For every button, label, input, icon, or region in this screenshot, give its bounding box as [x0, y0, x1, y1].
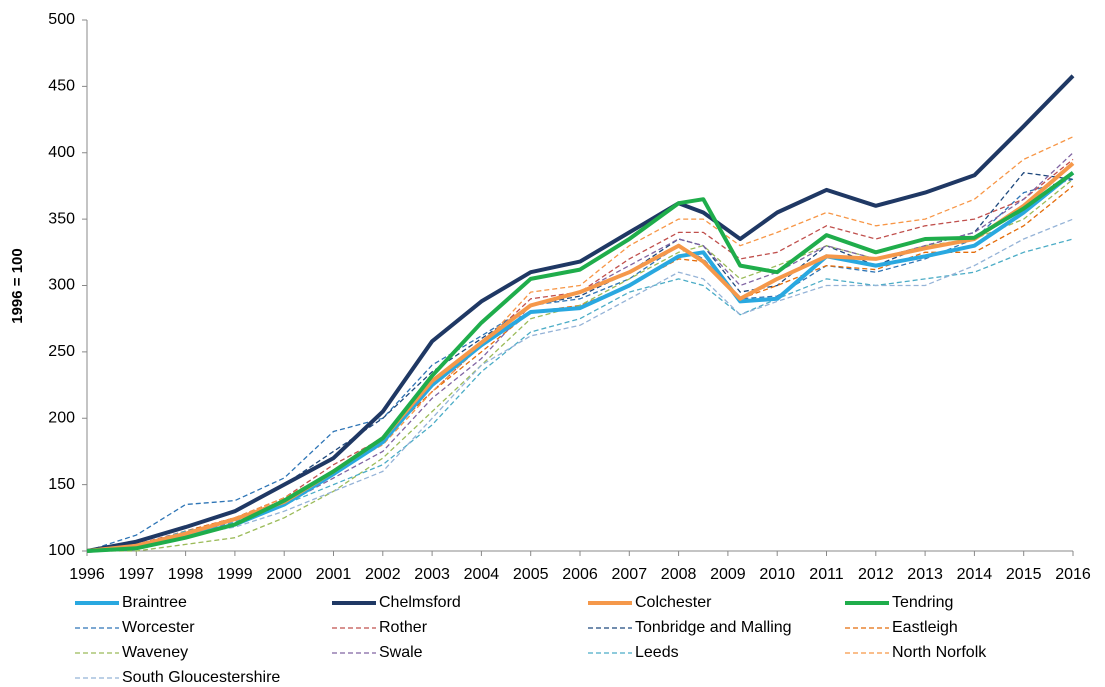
legend-label: Leeds [635, 644, 679, 661]
x-tick-label: 2015 [1006, 566, 1042, 583]
legend-label: Chelmsford [379, 594, 461, 611]
x-tick-label: 1999 [217, 566, 253, 583]
x-tick-label: 2001 [316, 566, 352, 583]
y-tick-label: 500 [48, 11, 75, 28]
legend-label: Eastleigh [892, 619, 958, 636]
legend-label: Colchester [635, 594, 712, 611]
x-tick-label: 2000 [266, 566, 302, 583]
legend-label: Swale [379, 644, 423, 661]
series-line [86, 161, 1075, 553]
x-tick-label: 2014 [957, 566, 993, 583]
x-tick-label: 2005 [513, 566, 549, 583]
x-tick-label: 2002 [365, 566, 401, 583]
x-tick-label: 2003 [414, 566, 450, 583]
series-line [86, 218, 1074, 552]
legend-label: Tonbridge and Malling [635, 619, 792, 636]
y-axis-label: 1996 = 100 [9, 248, 26, 324]
legend-label: Waveney [122, 644, 188, 661]
legend-label: Tendring [892, 594, 953, 611]
legend-label: North Norfolk [892, 644, 987, 661]
legend-label: Worcester [122, 619, 195, 636]
series-line [86, 171, 1075, 553]
x-tick-label: 2004 [464, 566, 500, 583]
y-tick-label: 350 [48, 210, 75, 227]
series-line [87, 178, 1074, 552]
x-tick-label: 2009 [710, 566, 746, 583]
series-line [86, 171, 1075, 553]
legend-label: South Gloucestershire [122, 669, 280, 686]
x-tick-label: 2011 [809, 566, 844, 583]
y-tick-label: 250 [48, 343, 75, 360]
series-line [86, 158, 1074, 552]
y-tick-label: 100 [48, 542, 75, 559]
y-tick-label: 200 [48, 409, 75, 426]
x-tick-label: 1998 [168, 566, 204, 583]
series-line [86, 172, 1074, 552]
series-line [86, 178, 1074, 552]
x-tick-label: 2016 [1055, 566, 1091, 583]
series-line [86, 74, 1075, 553]
y-tick-label: 300 [48, 277, 75, 294]
x-tick-label: 2006 [562, 566, 598, 583]
series-line [86, 152, 1074, 552]
legend-label: Rother [379, 619, 428, 636]
y-tick-label: 400 [48, 144, 75, 161]
x-tick-label: 2013 [907, 566, 943, 583]
x-tick-label: 1996 [69, 566, 105, 583]
legend-label: Braintree [122, 594, 187, 611]
series-line [86, 136, 1074, 552]
x-tick-label: 2012 [858, 566, 894, 583]
y-tick-label: 450 [48, 78, 75, 95]
y-tick-label: 150 [48, 476, 75, 493]
x-tick-label: 2008 [661, 566, 697, 583]
x-tick-label: 2010 [759, 566, 795, 583]
x-tick-label: 2007 [612, 566, 648, 583]
x-tick-label: 1997 [119, 566, 155, 583]
